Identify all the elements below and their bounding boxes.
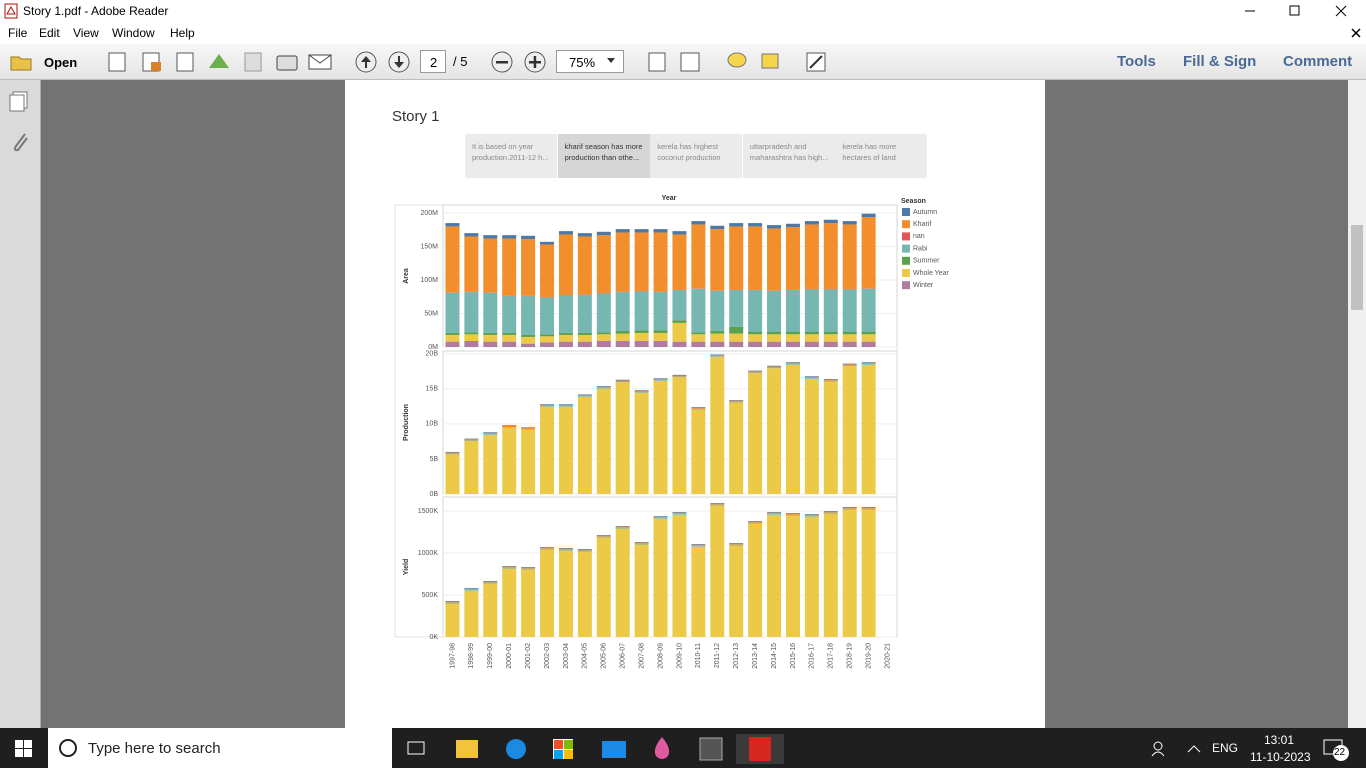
app-icon — [4, 3, 18, 19]
notification-icon[interactable] — [1322, 738, 1350, 762]
story-point[interactable]: kerela has highest coconut production — [650, 134, 743, 178]
clock-time[interactable]: 13:01 — [1264, 733, 1295, 747]
comment-pane[interactable]: Comment — [1283, 53, 1353, 70]
menu-item[interactable]: Window — [112, 26, 155, 40]
story-point[interactable]: kerela has more hectares of land — [835, 134, 928, 178]
tray-icons[interactable] — [1150, 740, 1202, 758]
story-point-text: coconut production — [657, 153, 721, 162]
pinned-apps[interactable] — [400, 734, 790, 764]
window-title: Story 1.pdf - Adobe Reader — [23, 4, 169, 18]
tool-icons[interactable] — [105, 50, 340, 74]
menu-item[interactable]: Help — [170, 26, 195, 40]
nav-sidebar — [0, 80, 41, 728]
story-point-text: It is based on year — [472, 142, 534, 151]
open-button[interactable]: Open — [44, 55, 78, 70]
page-input[interactable]: 2 — [420, 50, 446, 73]
tools-pane[interactable]: Tools — [1117, 53, 1156, 70]
nav-icons[interactable] — [354, 50, 414, 74]
story-point-text: kharif season has more — [564, 142, 643, 151]
search-placeholder: Type here to search — [88, 740, 221, 757]
story-title: Story 1 — [392, 108, 440, 125]
menu-bar: File Edit View Window Help — [0, 22, 1366, 44]
story-point-text: uttarpradesh and — [749, 142, 807, 151]
menu-item[interactable]: Edit — [39, 26, 60, 40]
scroll-thumb[interactable] — [1351, 225, 1363, 310]
story-point-text: kerela has more — [842, 142, 897, 151]
zoom-buttons[interactable] — [490, 50, 550, 74]
open-icon[interactable] — [10, 52, 34, 72]
title-bar: Story 1.pdf - Adobe Reader — [0, 0, 1366, 22]
search-icon — [59, 739, 77, 757]
close-doc[interactable] — [1351, 28, 1361, 38]
story-point[interactable]: kharif season has more production than ot… — [557, 134, 650, 178]
menu-item[interactable]: View — [73, 26, 99, 40]
zoom-dropdown[interactable] — [604, 56, 618, 66]
page-count: / 5 — [453, 54, 468, 69]
view-icons[interactable] — [645, 50, 835, 74]
zoom-input[interactable]: 75% — [556, 50, 624, 73]
menu-item[interactable]: File — [8, 26, 28, 40]
language[interactable]: ENG — [1212, 741, 1239, 755]
clock-date[interactable]: 11-10-2023 — [1250, 750, 1311, 764]
story-point-text: maharashtra has high... — [749, 153, 829, 162]
taskbar: Type here to search ENG 13:01 11-10-2023… — [0, 728, 1366, 768]
story-point-text: hectares of land — [842, 153, 896, 162]
story-point-text: production.2011-12 h... — [472, 153, 549, 162]
fill-sign-pane[interactable]: Fill & Sign — [1183, 53, 1257, 70]
story-point[interactable]: It is based on year production.2011-12 h.… — [465, 134, 557, 178]
toolbar: Open 2 / 5 75% Tools Fill & Sign Comment — [0, 44, 1366, 80]
scrollbar[interactable] — [1348, 80, 1366, 728]
sidebar-icons[interactable] — [9, 90, 33, 154]
search-box[interactable]: Type here to search — [48, 728, 392, 768]
story-point-text: production than othe... — [564, 153, 640, 162]
start-button[interactable] — [15, 740, 33, 758]
notification-count[interactable]: 22 — [1334, 747, 1346, 758]
story-point-text: kerela has highest — [657, 142, 719, 151]
window-controls[interactable] — [1230, 0, 1366, 22]
story-point[interactable]: uttarpradesh and maharashtra has high... — [742, 134, 835, 178]
